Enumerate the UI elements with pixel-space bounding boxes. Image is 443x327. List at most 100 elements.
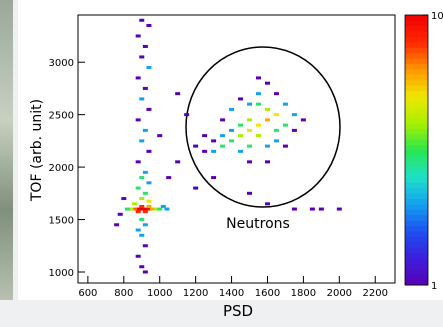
cell bbox=[139, 207, 145, 211]
cell bbox=[220, 144, 226, 148]
cell bbox=[132, 202, 138, 206]
colorbar-band bbox=[405, 236, 428, 243]
cell bbox=[135, 186, 141, 190]
cell bbox=[135, 160, 141, 164]
x-tick-label: 1600 bbox=[255, 288, 280, 299]
cell bbox=[117, 212, 123, 216]
colorbar-band bbox=[405, 193, 428, 200]
cell bbox=[146, 149, 152, 153]
colorbar-band bbox=[405, 63, 428, 70]
colorbar-band bbox=[405, 36, 428, 43]
cell bbox=[135, 210, 141, 214]
cell bbox=[175, 160, 181, 164]
cell bbox=[238, 149, 244, 153]
colorbar-band bbox=[405, 85, 428, 92]
cell bbox=[175, 92, 181, 96]
cell bbox=[142, 128, 148, 132]
cell bbox=[282, 144, 288, 148]
cell bbox=[146, 23, 152, 27]
colorbar-band bbox=[405, 220, 428, 227]
colorbar-band bbox=[405, 247, 428, 254]
x-tick-label: 2000 bbox=[327, 288, 352, 299]
cell bbox=[273, 128, 279, 132]
cell bbox=[256, 123, 262, 127]
colorbar-tick-label: 10 bbox=[431, 11, 443, 22]
cell bbox=[128, 207, 134, 211]
cell bbox=[229, 128, 235, 132]
x-tick-label: 800 bbox=[114, 288, 133, 299]
cell bbox=[247, 144, 253, 148]
colorbar-band bbox=[405, 15, 428, 21]
y-tick-label: 1000 bbox=[49, 268, 74, 279]
colorbar-band bbox=[405, 182, 428, 189]
cell bbox=[247, 191, 253, 195]
x-tick-label: 2200 bbox=[363, 288, 388, 299]
cell bbox=[142, 270, 148, 274]
cell bbox=[157, 207, 163, 211]
colorbar-band bbox=[405, 139, 428, 146]
x-axis-label: PSD bbox=[223, 302, 253, 320]
cell bbox=[247, 160, 253, 164]
cell bbox=[193, 186, 199, 190]
cell bbox=[309, 207, 315, 211]
cell bbox=[264, 107, 270, 111]
cell bbox=[247, 128, 253, 132]
cell bbox=[166, 176, 172, 180]
colorbar-band bbox=[405, 198, 428, 205]
cell bbox=[142, 44, 148, 48]
colorbar-band bbox=[405, 112, 428, 119]
cell bbox=[256, 102, 262, 106]
colorbar-band bbox=[405, 274, 428, 281]
colorbar-frame bbox=[404, 14, 429, 286]
cell bbox=[273, 92, 279, 96]
cell bbox=[139, 218, 145, 222]
x-tick-label: 1200 bbox=[183, 288, 208, 299]
colorbar-band bbox=[405, 106, 428, 113]
colorbar-band bbox=[405, 241, 428, 248]
cell bbox=[193, 144, 199, 148]
colorbar-band bbox=[405, 25, 428, 32]
cell bbox=[132, 207, 138, 211]
cell bbox=[247, 118, 253, 122]
cell bbox=[256, 134, 262, 138]
cell bbox=[336, 207, 342, 211]
annotation: Neutrons bbox=[226, 216, 290, 232]
cell bbox=[121, 197, 127, 201]
colorbar-band bbox=[405, 58, 428, 65]
cell bbox=[135, 34, 141, 38]
cell bbox=[146, 204, 152, 208]
colorbar-band bbox=[405, 31, 428, 38]
cell bbox=[135, 76, 141, 80]
cell bbox=[291, 207, 297, 211]
y-axis-label: TOF (arb. unit) bbox=[29, 99, 45, 202]
cell bbox=[220, 134, 226, 138]
cell bbox=[139, 18, 145, 22]
colorbar-band bbox=[405, 52, 428, 59]
colorbar-band bbox=[405, 20, 428, 27]
cell bbox=[142, 244, 148, 248]
cell bbox=[150, 207, 156, 211]
cell bbox=[139, 139, 145, 143]
colorbar-band bbox=[405, 204, 428, 210]
cell bbox=[256, 92, 262, 96]
cell bbox=[229, 139, 235, 143]
colorbar-band bbox=[405, 96, 428, 102]
colorbar-band bbox=[405, 47, 428, 54]
y-tick-label: 2500 bbox=[49, 111, 74, 122]
colorbar-band bbox=[405, 268, 428, 275]
colorbar-band bbox=[405, 252, 428, 259]
cell bbox=[264, 118, 270, 122]
cell bbox=[184, 113, 190, 117]
cell bbox=[146, 107, 152, 111]
cell bbox=[264, 144, 270, 148]
x-tick-label: 600 bbox=[78, 288, 97, 299]
cell bbox=[142, 210, 148, 214]
cell bbox=[164, 207, 170, 211]
y-tick-label: 3000 bbox=[49, 58, 74, 69]
y-tick-label: 2000 bbox=[49, 163, 74, 174]
cell bbox=[264, 202, 270, 206]
cell bbox=[273, 139, 279, 143]
cell bbox=[124, 207, 130, 211]
cell bbox=[139, 97, 145, 101]
colorbar-band bbox=[405, 279, 428, 286]
